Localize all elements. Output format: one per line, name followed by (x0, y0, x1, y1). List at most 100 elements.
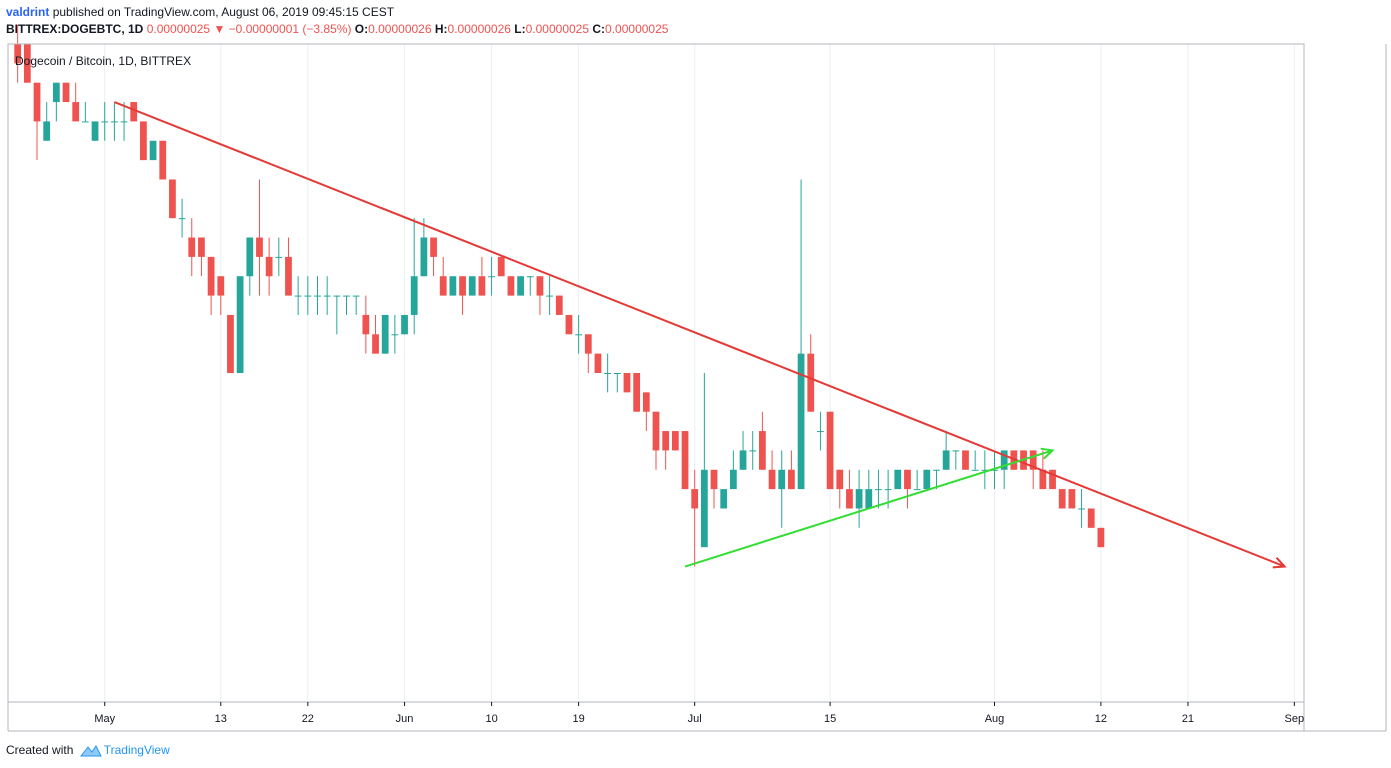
candle-body (420, 237, 428, 277)
candle (43, 102, 51, 141)
candle-body (23, 44, 31, 83)
candle (1000, 450, 1008, 490)
candle-body (913, 489, 921, 491)
candle (865, 469, 873, 509)
x-tick-label: 15 (824, 713, 836, 725)
candle (420, 218, 428, 277)
candle (391, 314, 399, 354)
candle (855, 469, 863, 528)
chart-title: Dogecoin / Bitcoin, 1D, BITTREX (15, 54, 191, 68)
candle (981, 450, 989, 490)
candle-body (294, 295, 302, 297)
candle (942, 431, 950, 470)
candle-body (671, 431, 679, 451)
candle (536, 276, 544, 315)
candle (14, 24, 22, 83)
candle (372, 314, 379, 354)
candle (130, 102, 138, 122)
candle-body (1068, 489, 1076, 509)
candle (807, 334, 815, 412)
candle (178, 198, 186, 238)
created-with-text: Created with (6, 743, 74, 757)
candle (517, 276, 524, 296)
candle-body (130, 102, 138, 122)
candle-body (749, 450, 757, 452)
candle (671, 431, 679, 451)
candle (381, 314, 389, 354)
candle-body (642, 392, 650, 412)
x-tick-label: Aug (985, 713, 1005, 725)
candle-body (43, 121, 51, 141)
candle (681, 431, 689, 490)
candle (575, 314, 583, 354)
candle (923, 469, 931, 490)
tradingview-brand[interactable]: TradingView (103, 743, 170, 757)
candle (304, 276, 312, 315)
last-price: 0.00000025 (146, 22, 211, 36)
candle (971, 450, 979, 471)
descending-resistance-line (114, 101, 1286, 568)
candle-body (381, 314, 389, 354)
ohlc-bar: BITTREX:DOGEBTC, 1D 0.00000025 ▼ −0.0000… (6, 21, 668, 37)
arrowhead-icon (1040, 447, 1055, 460)
candle-body (275, 256, 283, 258)
close-label: C: (592, 22, 606, 36)
candle-body (604, 373, 612, 374)
candle-body (981, 469, 989, 471)
candle-body (855, 489, 863, 509)
symbol-timeframe[interactable]: BITTREX:DOGEBTC, 1D (6, 22, 144, 36)
candle (633, 373, 641, 412)
candle (217, 276, 225, 315)
candle (265, 237, 273, 296)
candle-body (817, 431, 824, 433)
candle-body (1039, 469, 1047, 490)
candle (449, 276, 457, 296)
candle-body (584, 334, 592, 354)
candle-body (952, 450, 960, 452)
arrowhead-icon (1272, 557, 1287, 569)
candle-body (894, 469, 902, 490)
candle-body (227, 314, 234, 373)
candle-body (875, 489, 882, 491)
candle-body (362, 314, 370, 335)
candle-body (768, 469, 776, 490)
candle-body (1078, 508, 1085, 510)
candle-body (1058, 489, 1066, 509)
candle-body (488, 276, 495, 278)
candle-body (430, 237, 437, 257)
candle-body (1000, 450, 1008, 470)
candle-body (246, 237, 254, 277)
time-axis[interactable]: May 13 22 Jun 10 19 Jul 15 Aug 12 21 Sep (94, 702, 1304, 725)
candle (526, 276, 534, 296)
candle (33, 82, 41, 161)
candle (478, 256, 486, 296)
candle (159, 140, 167, 180)
candle-body (662, 431, 670, 451)
candle-body (700, 469, 708, 548)
candle-body (149, 140, 157, 161)
candle (642, 392, 650, 432)
candle (256, 179, 263, 296)
candle (352, 295, 360, 315)
candle (120, 102, 128, 141)
candle-body (536, 276, 544, 296)
candle-body (652, 411, 660, 451)
candles-layer (14, 24, 1105, 567)
candle (913, 469, 921, 491)
candle (1068, 489, 1076, 509)
candle-body (826, 411, 834, 490)
candle-body (391, 334, 399, 336)
candle-body (507, 276, 515, 296)
candle (207, 256, 215, 315)
candle-body (217, 276, 225, 296)
candle (343, 295, 350, 315)
candle-body (797, 353, 805, 490)
candle-body (846, 489, 853, 509)
candle-body (575, 334, 583, 336)
candle (468, 276, 476, 296)
candle (23, 44, 31, 83)
candle-body (971, 469, 979, 471)
author-link[interactable]: valdrint (6, 5, 50, 19)
candle (613, 373, 621, 393)
